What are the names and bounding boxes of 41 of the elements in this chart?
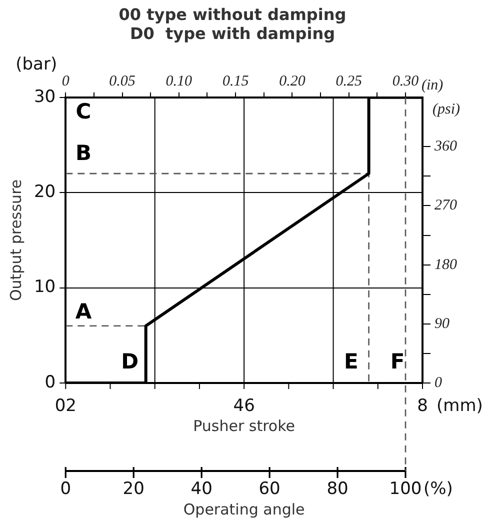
x2-tick-label: 0.05 (109, 73, 136, 90)
x-tick-label: 80 (326, 478, 348, 499)
chart-title: 00 type without damping (118, 4, 346, 24)
text: 02 (54, 396, 76, 416)
y2-tick-label: 270 (434, 198, 458, 214)
x2-tick-label: 0.15 (222, 73, 250, 90)
y-tick-label: 20 (34, 182, 56, 202)
x2-tick-label: 0 (62, 73, 70, 90)
annotation: B (75, 140, 92, 165)
x-tick-label: 60 (258, 478, 280, 499)
x-tick-label: 100 (389, 478, 422, 499)
y-tick-label: 30 (34, 86, 56, 107)
x2-axis-title: (in) (422, 77, 444, 94)
y2-tick-label: 180 (434, 256, 458, 273)
annotation: E (344, 349, 358, 374)
y-axis-title: Output pressure (6, 179, 25, 302)
annotation: A (75, 299, 92, 324)
x-tick-label: 0 (60, 478, 72, 499)
y-tick-label: 10 (34, 277, 56, 298)
x2-tick-label: 0.25 (336, 73, 362, 90)
text: (mm) (436, 396, 483, 416)
annotation: D (121, 349, 139, 374)
text: 8 (417, 396, 428, 416)
x2-tick-label: 0.30 (392, 73, 420, 90)
x2-tick-label: 0.10 (166, 73, 193, 90)
y2-tick-label: 0 (434, 374, 442, 391)
x-tick-label: 20 (122, 478, 144, 499)
annotation: F (390, 349, 405, 374)
text: 46 (233, 396, 255, 416)
y2-tick-label: 360 (434, 138, 458, 155)
y-tick-label: 0 (44, 372, 56, 392)
annotation: C (76, 100, 92, 124)
x2-tick-label: 0.20 (279, 73, 306, 90)
text: (%) (424, 478, 453, 499)
text: (bar) (16, 54, 58, 74)
y2-axis-title: (psi) (432, 101, 460, 118)
x-tick-label: 40 (190, 478, 212, 499)
y2-tick-label: 90 (434, 316, 450, 332)
text: Pusher stroke (193, 417, 296, 435)
x-axis-title: Operating angle (183, 500, 305, 518)
chart-subtitle: D0 type with damping (130, 24, 336, 43)
